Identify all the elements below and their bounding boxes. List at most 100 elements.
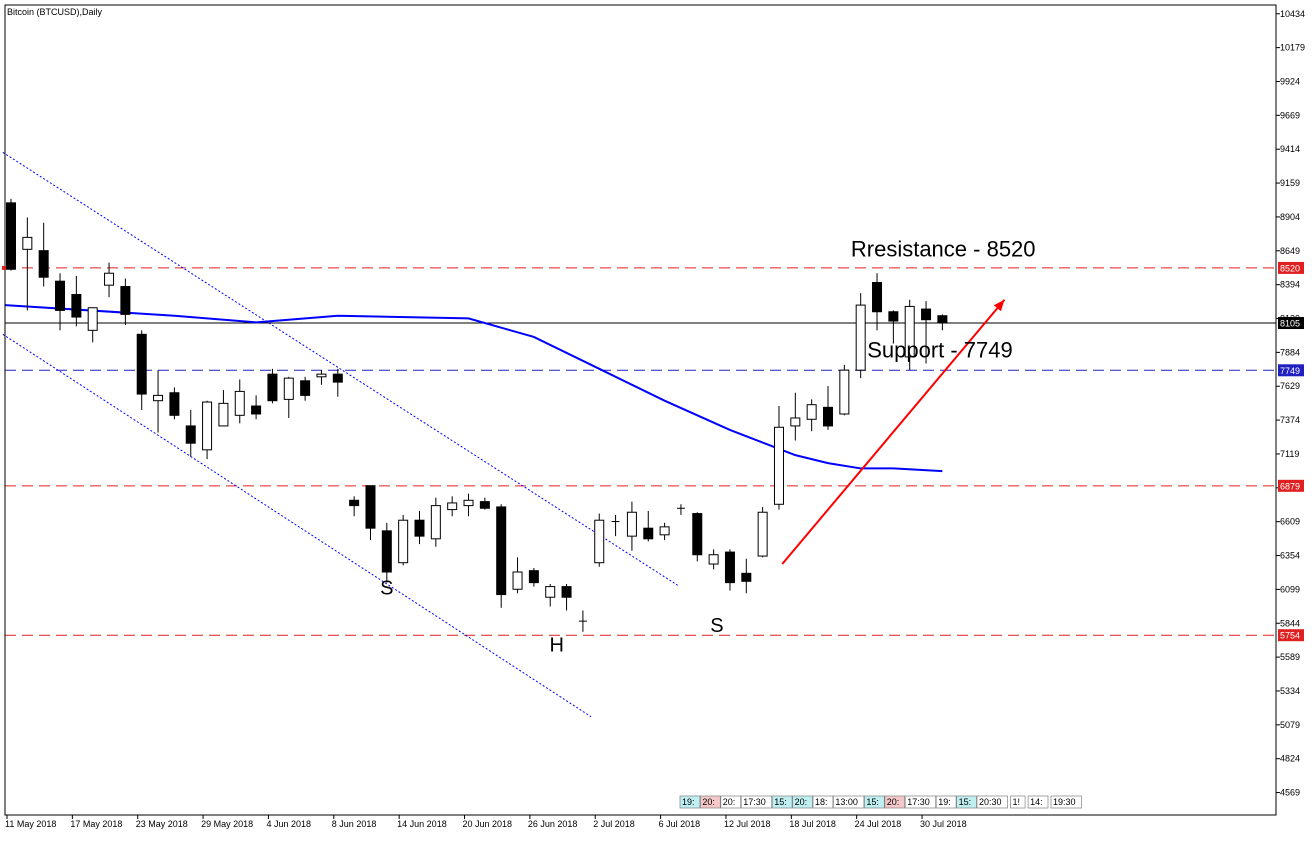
candle-body: [38, 250, 49, 278]
channel-lines: [2, 151, 678, 718]
candle-body: [153, 394, 164, 402]
candle-6: [87, 307, 98, 343]
candle-body: [87, 307, 98, 331]
candle-body: [790, 417, 801, 427]
candle-22: [349, 496, 360, 517]
candle-body: [479, 501, 490, 509]
candle-body: [136, 333, 147, 395]
x-tick-label: 6 Jul 2018: [659, 819, 701, 829]
y-tick-label: 9924: [1280, 76, 1300, 86]
candle-10: [153, 370, 164, 433]
candle-8: [120, 278, 131, 326]
session-tab-17: [1050, 795, 1082, 809]
session-tab-10: [884, 795, 906, 809]
session-tab-label: 20:: [702, 797, 715, 807]
candle-56: [904, 299, 915, 371]
price-tags: 8520 7749 6879 5754 8105: [2, 261, 1304, 642]
candle-body: [757, 511, 768, 557]
candle-35: [561, 583, 572, 611]
candle-body: [251, 405, 262, 415]
channel-line-2: [2, 333, 592, 718]
candle-40: [643, 510, 654, 542]
candle-20: [316, 370, 327, 385]
candle-body: [267, 373, 278, 402]
candle-body: [104, 272, 115, 286]
horizontal-levels: [5, 267, 1276, 636]
x-tick-label: 23 May 2018: [136, 819, 188, 829]
candle-body: [773, 426, 784, 505]
candle-25: [398, 514, 409, 566]
session-tab-2: [700, 795, 721, 809]
pattern-label-2: H: [550, 635, 564, 657]
y-tick-label: 9414: [1280, 144, 1300, 154]
y-tick-label: 9669: [1280, 110, 1300, 120]
y-tick-label: 7884: [1280, 347, 1300, 357]
candle-body: [332, 373, 343, 383]
candle-body: [724, 551, 735, 584]
pattern-label-3: S: [710, 615, 723, 637]
candle-body: [316, 373, 327, 378]
candle-16: [251, 395, 262, 420]
session-tab-label: 19:: [682, 797, 695, 807]
trend-arrow: [781, 299, 1006, 565]
x-tick-label: 12 Jul 2018: [724, 819, 771, 829]
session-tab-8: [833, 795, 865, 809]
candle-body: [659, 526, 670, 536]
session-tab-label: 13:00: [835, 797, 858, 807]
candle-41: [659, 522, 670, 541]
x-tick-label: 20 Jun 2018: [463, 819, 513, 829]
candle-47: [757, 506, 768, 558]
candle-13: [202, 400, 213, 460]
candle-body: [643, 527, 654, 540]
session-tab-12: [935, 795, 957, 809]
candle-34: [545, 583, 556, 607]
candle-body: [888, 311, 899, 322]
candle-body: [937, 315, 948, 323]
candle-body: [921, 308, 932, 321]
candle-body: [202, 401, 213, 451]
x-tick-label: 14 Jun 2018: [397, 819, 447, 829]
candle-33: [528, 568, 539, 587]
trend-arrow-head: [993, 299, 1005, 312]
x-tick-label: 26 Jun 2018: [528, 819, 578, 829]
level-marker-left: [2, 265, 6, 270]
annotation-2: Support - 7749: [867, 338, 1013, 363]
candle-53: [855, 293, 866, 379]
session-tab-label: 20:: [887, 797, 900, 807]
candle-body: [218, 402, 229, 427]
candle-body: [904, 305, 915, 358]
session-tab-16: [1027, 795, 1049, 809]
candle-body: [692, 513, 703, 556]
annotations: Rresistance - 8520 Support - 7749 S H S: [380, 237, 1035, 657]
candle-28: [447, 496, 458, 517]
price-tag-5754: [1278, 629, 1304, 642]
y-tick-label: 4569: [1280, 788, 1300, 798]
candle-14: [218, 390, 229, 427]
y-tick-label: 7374: [1280, 415, 1300, 425]
candle-body: [872, 282, 883, 313]
session-tab-13: [956, 795, 977, 809]
price-tag-label: 7749: [1280, 366, 1300, 376]
x-tick-label: 24 Jul 2018: [855, 819, 902, 829]
session-tab-label: 15:: [866, 797, 879, 807]
session-tab-label: 1!: [1013, 797, 1021, 807]
candle-body: [855, 304, 866, 371]
candle-27: [430, 497, 441, 547]
session-tab-label: 19:30: [1053, 797, 1076, 807]
y-tick-label: 5844: [1280, 618, 1300, 628]
y-tick-label: 5589: [1280, 652, 1300, 662]
candle-body: [6, 202, 16, 270]
candle-21: [332, 368, 343, 397]
candle-36: [578, 610, 587, 632]
session-tab-14: [976, 795, 1008, 809]
candle-18: [283, 376, 294, 418]
candle-body: [349, 499, 360, 507]
candle-body: [545, 586, 556, 598]
candle-46: [741, 558, 752, 594]
candle-7: [104, 262, 115, 298]
y-tick-label: 5334: [1280, 686, 1300, 696]
candle-body: [381, 530, 392, 573]
session-tab-9: [864, 795, 885, 809]
candle-body: [528, 570, 539, 584]
